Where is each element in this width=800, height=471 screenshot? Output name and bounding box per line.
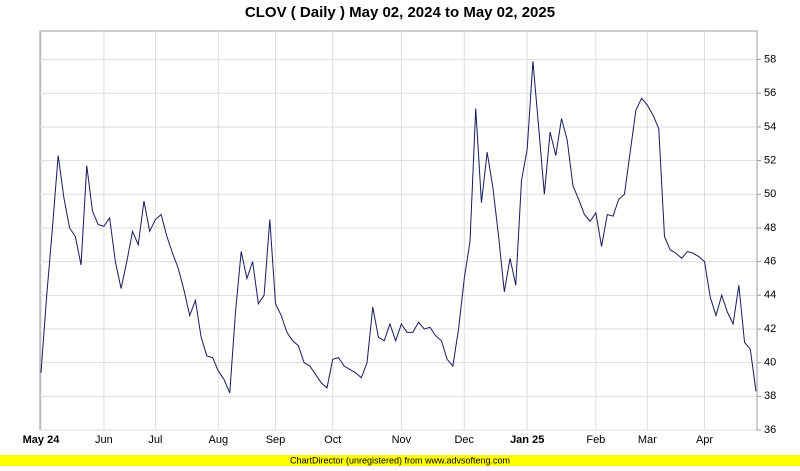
x-tick-label: Feb [586,434,605,446]
x-tick-label: Mar [638,434,657,446]
x-tick-label: Jun [95,434,113,446]
x-tick-label: Sep [266,434,286,446]
x-tick-label: Oct [324,434,341,446]
x-tick-label: Dec [454,434,474,446]
y-tick-label: 50 [764,188,776,200]
x-tick-label: Jul [148,434,162,446]
footer: ChartDirector (unregistered) from www.ad… [290,455,510,465]
x-tick-label: Apr [696,434,713,446]
y-tick-label: 56 [764,87,776,99]
x-tick-label: Jan 25 [510,434,544,446]
x-tick-label: Aug [209,434,229,446]
y-tick-label: 42 [764,323,776,335]
y-tick-label: 36 [764,424,776,436]
y-tick-label: 44 [764,289,776,301]
price-line [40,61,757,394]
y-tick-label: 52 [764,155,776,167]
y-tick-label: 48 [764,222,776,234]
footer-bar [0,455,800,466]
y-tick-label: 46 [764,256,776,268]
x-tick-label: Nov [392,434,412,446]
y-tick-label: 58 [764,54,776,66]
plot-area [39,30,758,431]
x-tick-label: May 24 [23,434,61,446]
chart-title: CLOV ( Daily ) May 02, 2024 to May 02, 2… [245,4,555,21]
y-tick-label: 54 [764,121,776,133]
y-tick-label: 40 [764,357,776,369]
y-tick-label: 38 [764,390,776,402]
